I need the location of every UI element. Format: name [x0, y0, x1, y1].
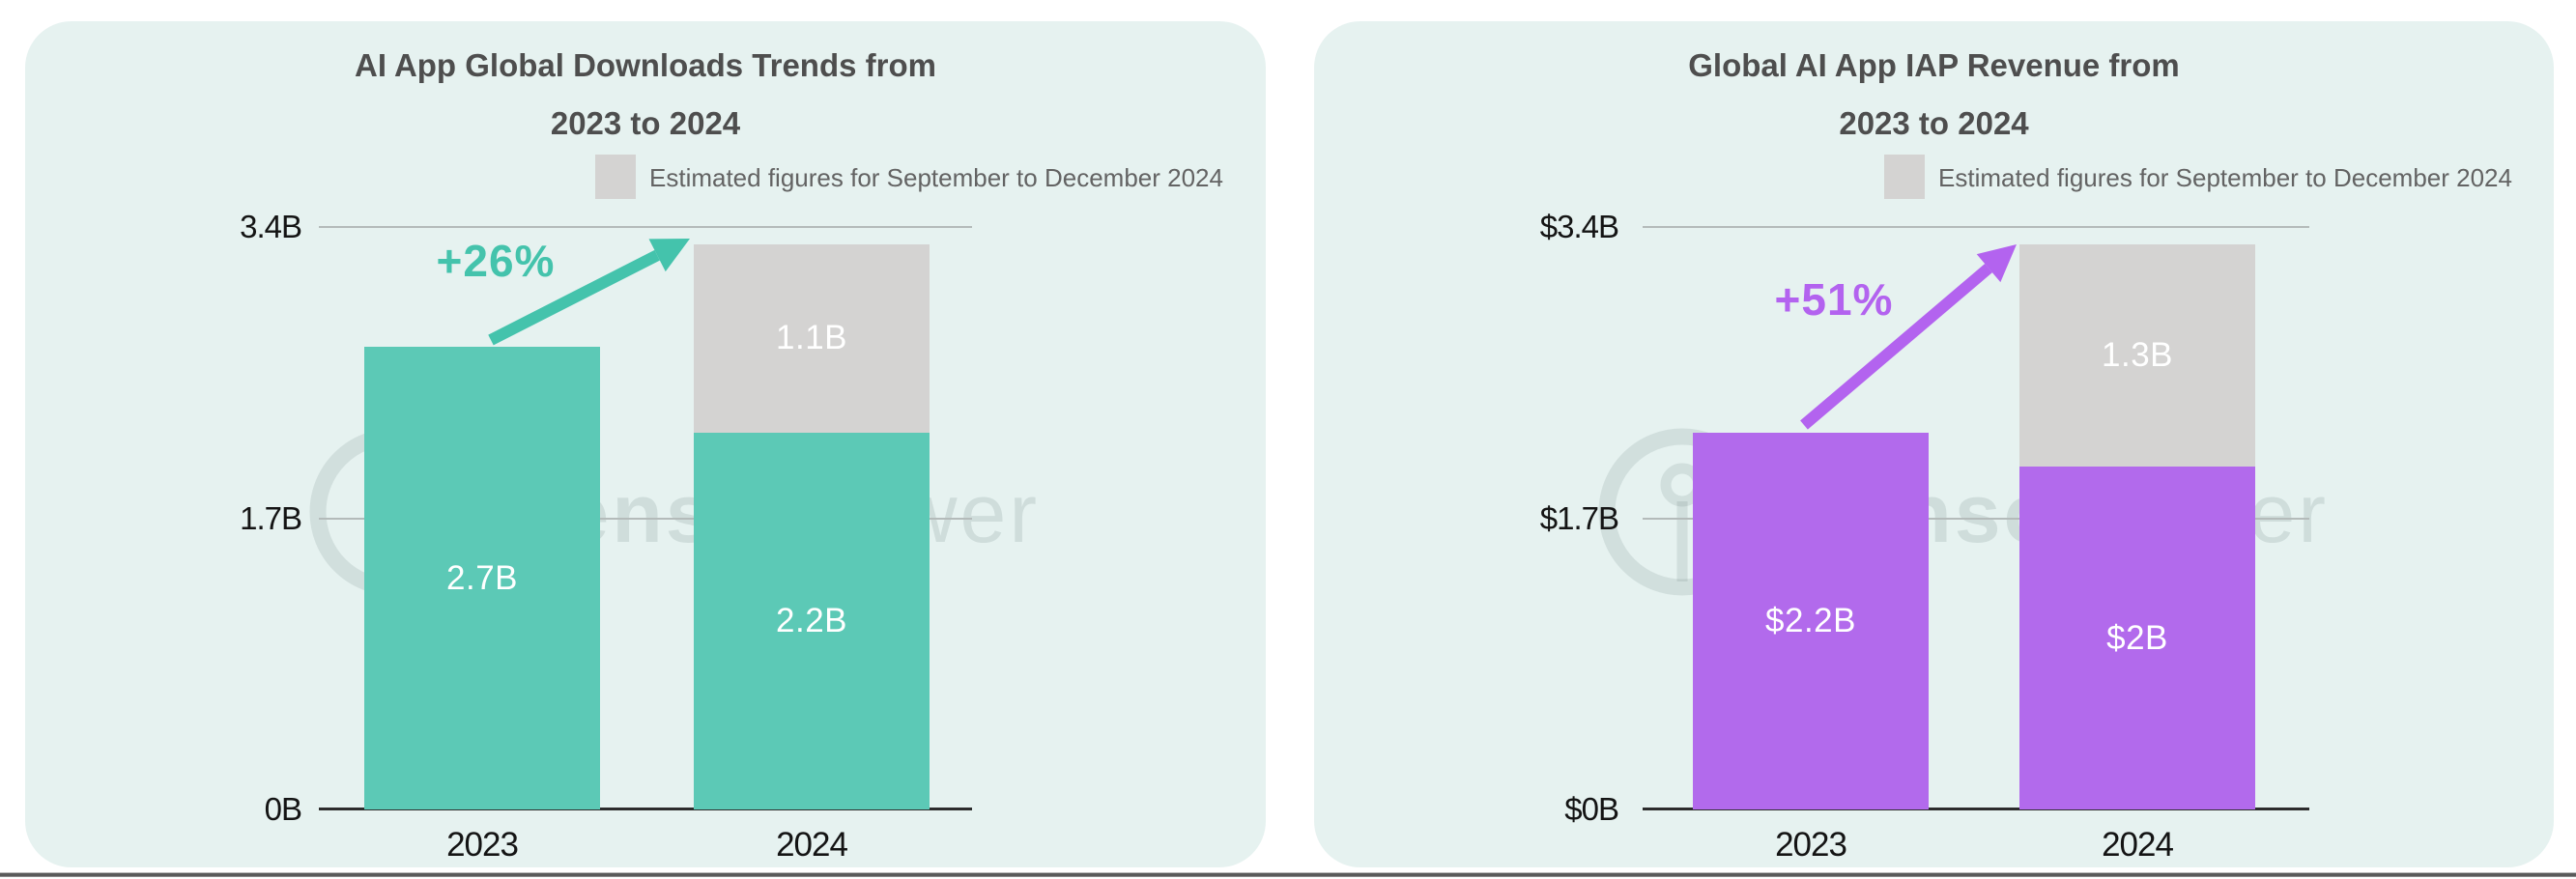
growth-arrow [1800, 244, 2017, 430]
bar-segment-actual: $2B [2019, 467, 2255, 809]
y-tick-label: $0B [1564, 791, 1619, 827]
grid-line [1643, 517, 2309, 520]
growth-arrow [488, 239, 690, 346]
chart-title-line1: AI App Global Downloads Trends from [355, 47, 936, 83]
bar-value-label: 2.7B [446, 558, 518, 597]
bar-value-label: 1.3B [2102, 336, 2173, 374]
downloads-chart-title: AI App Global Downloads Trends from 2023… [25, 37, 1266, 153]
y-tick-label: $3.4B [1539, 209, 1619, 244]
y-tick-label: $1.7B [1539, 499, 1619, 536]
chart-title-line2: 2023 to 2024 [550, 105, 741, 141]
growth-percent-label: +51% [1774, 274, 1894, 325]
revenue-chart-card: Global AI App IAP Revenue from 2023 to 2… [1314, 21, 2554, 867]
x-axis-line [1643, 808, 2309, 810]
x-axis-line [319, 808, 972, 810]
revenue-plot-area: $3.4B $1.7B $0B $2.2B 2023 $2B 1.3B 2024 +51% [1314, 21, 2554, 867]
bar-value-label: $2B [2106, 618, 2168, 657]
page-bottom-border [0, 872, 2576, 877]
bar-segment-actual: 2.7B [364, 347, 600, 809]
x-axis-label: 2024 [776, 826, 848, 864]
bar-value-label: 1.1B [776, 319, 847, 357]
y-tick-label: 3.4B [240, 209, 302, 244]
revenue-chart-title: Global AI App IAP Revenue from 2023 to 2… [1314, 37, 2554, 153]
estimated-legend-label: Estimated figures for September to Decem… [1938, 163, 2512, 192]
bar-segment-actual: $2.2B [1693, 432, 1929, 809]
bar-segment-estimated: 1.1B [694, 243, 930, 433]
estimated-legend-swatch [595, 155, 636, 199]
estimated-legend-swatch [1884, 155, 1925, 199]
bar-value-label: $2.2B [1765, 601, 1856, 639]
bar-segment-actual: 2.2B [694, 432, 930, 809]
downloads-plot-area: 3.4B 1.7B 0B 2.7B 2023 2.2B 1.1B 2024 +26% [25, 21, 1266, 867]
downloads-chart-card: AI App Global Downloads Trends from 2023… [25, 21, 1266, 867]
estimated-legend-label: Estimated figures for September to Decem… [649, 163, 1223, 192]
x-axis-label: 2023 [1775, 826, 1847, 864]
bar-value-label: 2.2B [776, 601, 847, 639]
x-axis-label: 2023 [446, 826, 519, 864]
chart-title-line2: 2023 to 2024 [1839, 105, 2029, 141]
grid-line [1643, 226, 2309, 228]
grid-line [319, 517, 972, 520]
growth-percent-label: +26% [436, 236, 556, 286]
grid-line [319, 226, 972, 228]
y-tick-label: 1.7B [240, 499, 302, 536]
bar-segment-estimated: 1.3B [2019, 243, 2255, 468]
y-tick-label: 0B [264, 791, 302, 827]
x-axis-label: 2024 [2102, 826, 2174, 864]
chart-title-line1: Global AI App IAP Revenue from [1688, 47, 2180, 83]
